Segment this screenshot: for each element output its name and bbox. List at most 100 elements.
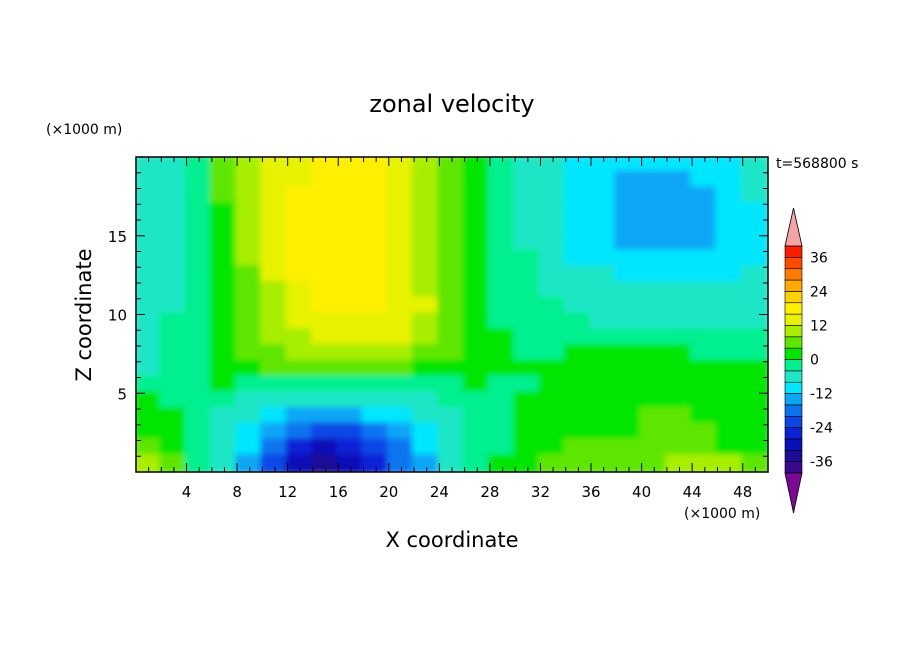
field-cell	[487, 281, 518, 301]
field-cell	[209, 375, 240, 396]
field-cell	[437, 344, 467, 364]
field-cell	[361, 454, 391, 472]
field-cell	[235, 186, 265, 207]
field-cell	[285, 312, 315, 333]
colorbar-segment	[784, 449, 803, 462]
field-cell	[209, 233, 240, 254]
field-cell	[664, 407, 695, 427]
field-cell	[235, 233, 265, 254]
field-cell	[740, 218, 768, 238]
field-cell	[462, 281, 492, 301]
x-tick-label: 44	[683, 483, 702, 501]
field-cell	[310, 391, 341, 411]
field-cell	[690, 170, 720, 191]
field-cell	[184, 265, 214, 285]
field-cell	[715, 407, 745, 427]
field-cell	[136, 233, 164, 254]
field-cell	[336, 186, 366, 207]
field-cell	[538, 265, 568, 285]
field-cell	[639, 328, 669, 348]
field-cell	[136, 202, 164, 222]
field-cell	[310, 218, 341, 238]
field-cell	[740, 391, 768, 411]
field-cell	[513, 422, 543, 443]
field-cell	[664, 328, 695, 348]
colorbar: -36 -24 -12 0 12 24 36	[784, 207, 833, 514]
field-cell	[136, 281, 164, 301]
field-cell	[538, 328, 568, 348]
field-cell	[136, 375, 164, 396]
field-cell	[159, 375, 189, 396]
colorbar-segment	[784, 336, 803, 349]
field-cell	[235, 296, 265, 317]
field-cell	[740, 438, 768, 459]
field-cell	[336, 218, 366, 238]
field-cell	[614, 438, 644, 459]
field-cell	[260, 233, 290, 254]
field-cell	[336, 265, 366, 285]
field-cell	[336, 359, 366, 380]
field-cell	[336, 202, 366, 222]
field-cell	[361, 157, 391, 175]
field-cell	[310, 249, 341, 270]
field-cell	[386, 281, 417, 301]
field-cell	[386, 170, 417, 191]
field-cell	[361, 328, 391, 348]
field-cell	[260, 265, 290, 285]
field-cell	[563, 233, 594, 254]
field-cell	[462, 312, 492, 333]
field-cell	[260, 170, 290, 191]
field-cell	[614, 344, 644, 364]
field-cell	[412, 375, 442, 396]
field-cell	[740, 202, 768, 222]
field-cell	[159, 454, 189, 472]
colorbar-segment	[784, 245, 803, 258]
field-cell	[487, 454, 518, 472]
field-cell	[538, 422, 568, 443]
field-cell	[639, 202, 669, 222]
field-cell	[285, 265, 315, 285]
colorbar-segment	[784, 438, 803, 451]
field-cell	[386, 344, 417, 364]
field-cell	[209, 157, 240, 175]
field-cell	[361, 218, 391, 238]
field-cell	[639, 407, 669, 427]
field-cell	[336, 157, 366, 175]
field-cell	[184, 170, 214, 191]
field-cell	[412, 454, 442, 472]
field-cell	[740, 454, 768, 472]
field-cell	[209, 391, 240, 411]
field-cell	[412, 312, 442, 333]
field-cell	[437, 249, 467, 270]
field-cell	[386, 454, 417, 472]
field-cell	[310, 265, 341, 285]
field-cell	[740, 407, 768, 427]
field-cell	[184, 328, 214, 348]
field-cell	[310, 344, 341, 364]
field-cell	[412, 407, 442, 427]
field-cell	[563, 186, 594, 207]
field-cell	[209, 170, 240, 191]
field-cell	[563, 312, 594, 333]
field-cell	[538, 391, 568, 411]
field-cell	[589, 438, 619, 459]
field-cell	[513, 202, 543, 222]
field-cell	[563, 344, 594, 364]
y-tick-label: 15	[108, 228, 127, 246]
field-cell	[361, 265, 391, 285]
time-label: t=568800 s	[776, 156, 858, 172]
field-cell	[538, 454, 568, 472]
field-cell	[563, 170, 594, 191]
field-cell	[639, 359, 669, 380]
field-cell	[336, 375, 366, 396]
field-cell	[437, 407, 467, 427]
field-cell	[310, 422, 341, 443]
field-cell	[513, 312, 543, 333]
field-cells	[136, 157, 768, 472]
field-cell	[513, 296, 543, 317]
field-cell	[260, 296, 290, 317]
field-cell	[136, 312, 164, 333]
field-cell	[487, 375, 518, 396]
field-cell	[209, 422, 240, 443]
chart-title: zonal velocity	[369, 90, 534, 118]
